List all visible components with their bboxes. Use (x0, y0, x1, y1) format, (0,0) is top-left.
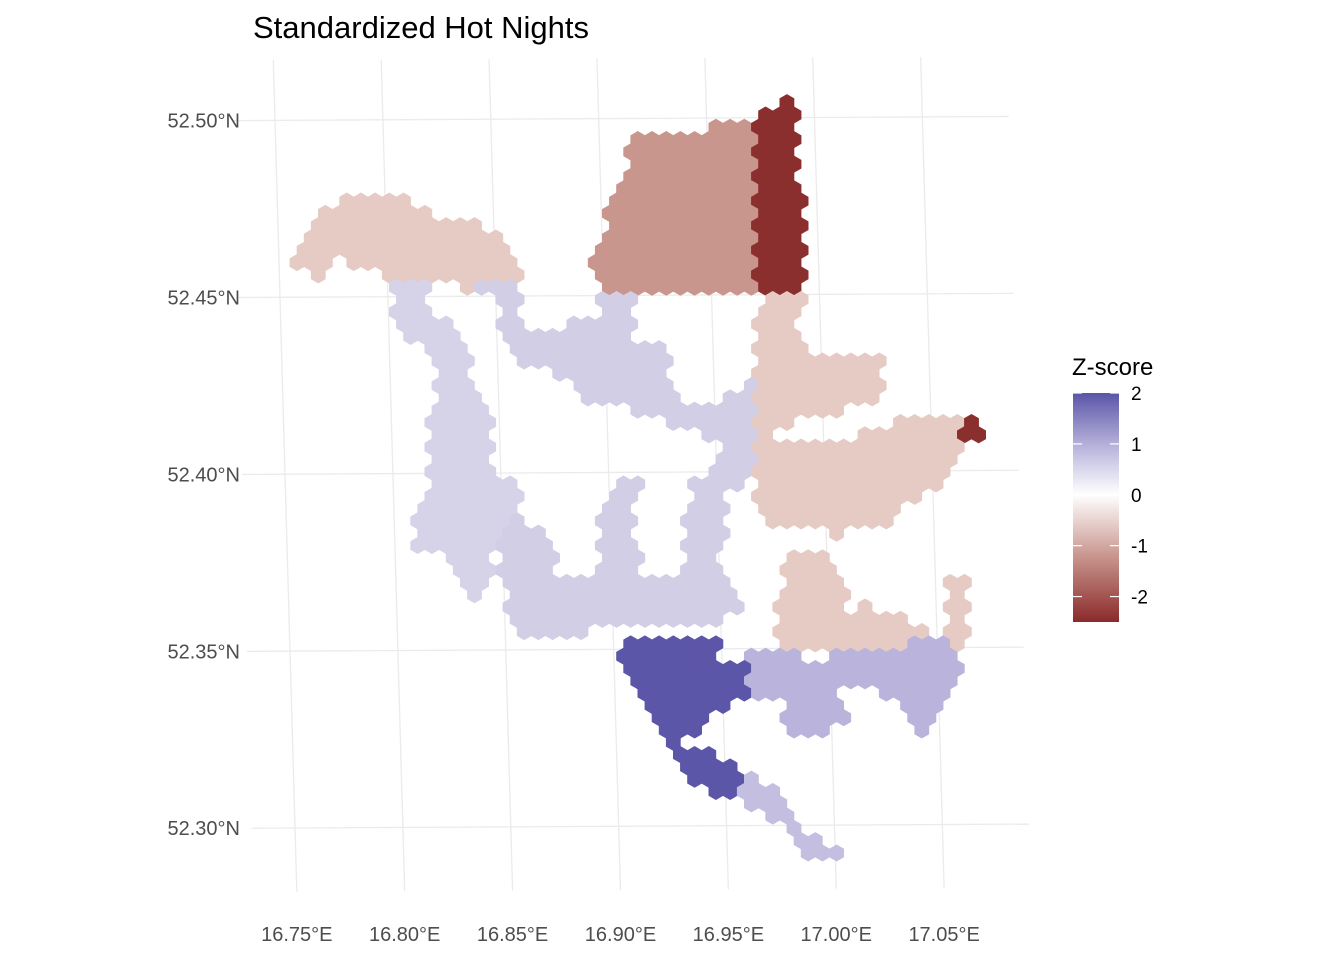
hex-cell-central (729, 475, 745, 493)
hex-cell-south (836, 709, 852, 727)
hexbin-layer (289, 94, 987, 862)
hex-cell-east-outlier (971, 426, 987, 444)
lon-tick-label: 16.85°E (477, 924, 548, 946)
lat-tick-label: 52.50°N (168, 111, 241, 133)
hex-cell-south-tail (829, 844, 845, 862)
lat-tick-label: 52.40°N (168, 464, 241, 486)
lon-tick-label: 16.90°E (585, 924, 656, 946)
map-title: Standardized Hot Nights (253, 10, 590, 45)
legend: Z-score 2 1 0 -1 -2 (1072, 354, 1153, 622)
hex-cell-central (729, 598, 745, 616)
graticule-lon-line (488, 59, 514, 891)
hex-cell-east (864, 389, 880, 407)
lon-tick-label: 16.80°E (369, 924, 440, 946)
graticule-lon-line (380, 59, 406, 892)
hex-cell-central-west (467, 586, 482, 604)
hex-cell-south-central (687, 721, 703, 739)
hex-cell-east (907, 487, 923, 505)
hex-cell-north-west (310, 266, 326, 284)
lat-tick-label: 52.30°N (168, 818, 241, 840)
hex-cell-central (708, 610, 724, 628)
graticule-lon-line (596, 58, 622, 890)
lat-tick-label: 52.35°N (168, 641, 241, 663)
legend-tick-label: -2 (1131, 588, 1148, 609)
graticule-lat-line (251, 823, 1029, 829)
legend-title: Z-score (1072, 354, 1153, 381)
hex-cell-central (573, 623, 589, 641)
hex-cell-south-central (715, 696, 731, 714)
legend-tick-label: 1 (1131, 435, 1142, 456)
hex-cell-east (928, 475, 944, 493)
legend-tick-label: 2 (1131, 384, 1142, 405)
hex-cell-east (829, 401, 845, 419)
hex-cell-east (829, 524, 845, 542)
lon-tick-label: 17.05°E (908, 924, 979, 946)
lon-tick-label: 16.75°E (261, 924, 332, 946)
hex-cell-south (814, 721, 830, 739)
lon-tick-label: 16.95°E (693, 924, 764, 946)
graticule-lon-line (272, 60, 298, 892)
lat-tick-label: 52.45°N (168, 288, 241, 310)
legend-tick-label: -1 (1131, 537, 1148, 558)
hex-cell-east (779, 413, 795, 432)
legend-tick-label: 0 (1131, 486, 1142, 507)
graticule-lat-line (231, 115, 1009, 122)
hex-cell-east (878, 512, 894, 530)
hex-cell-south (914, 721, 930, 739)
axis-labels: 52.30°N 52.35°N 52.40°N 52.45°N 52.50°N 16.75… (168, 111, 980, 946)
legend-colorbar (1073, 393, 1119, 622)
lon-tick-label: 17.00°E (801, 924, 872, 946)
